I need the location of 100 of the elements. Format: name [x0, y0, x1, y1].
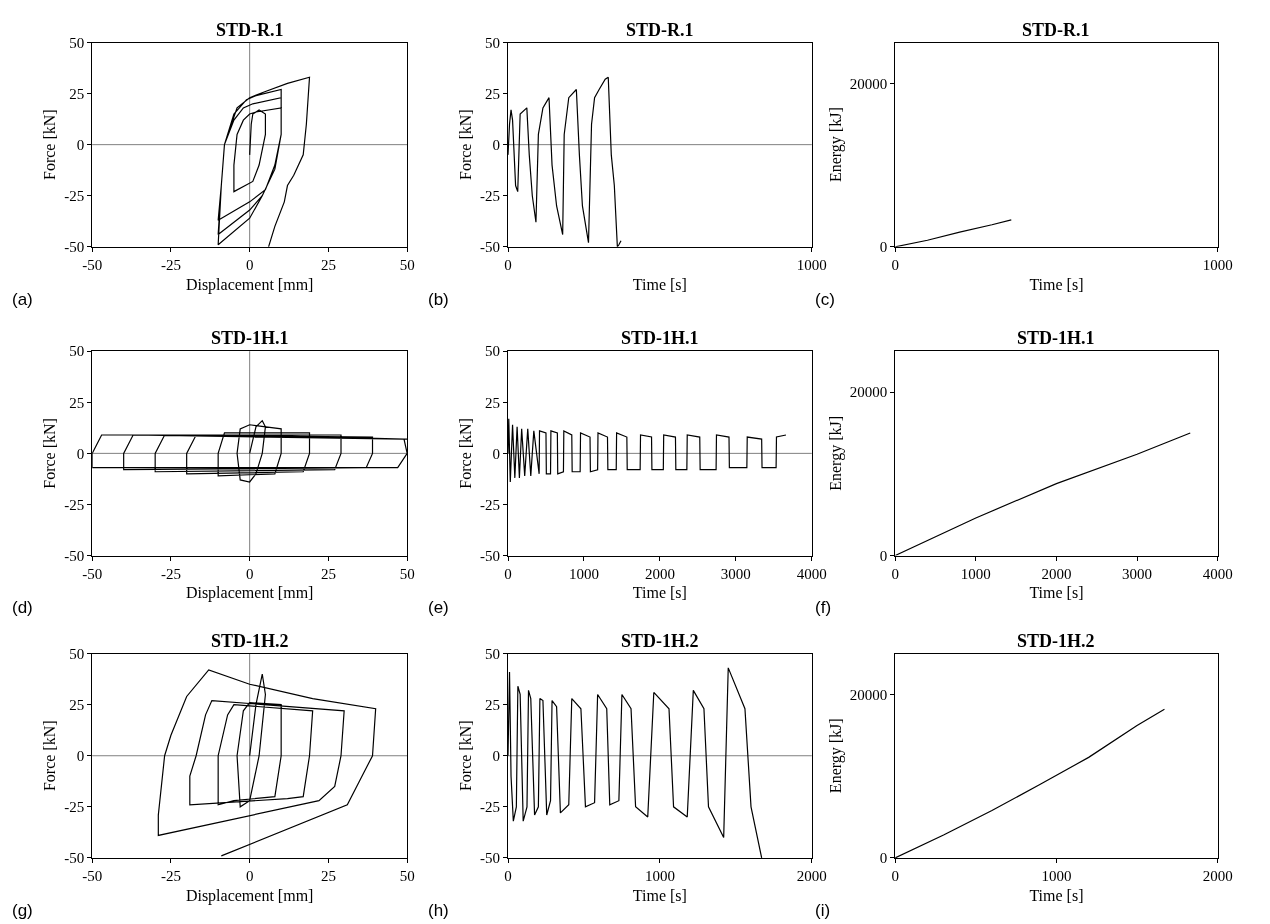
- y-axis-title: Force [kN]: [41, 418, 59, 489]
- x-tick-label: 2000: [1041, 565, 1072, 582]
- y-tick-label: 0: [879, 239, 888, 256]
- y-tick-label: -25: [480, 799, 500, 816]
- chart-title: STD-R.1: [1022, 20, 1090, 40]
- text: (e): [428, 598, 449, 617]
- y-tick-label: 25: [485, 85, 500, 102]
- y-axis-title: Energy [kJ]: [826, 718, 845, 794]
- x-tick-label: 0: [504, 867, 512, 884]
- x-tick-label: 1000: [796, 256, 827, 273]
- x-axis-title: Time [s]: [632, 275, 687, 293]
- y-tick-label: -25: [480, 187, 500, 204]
- y-tick-label: 50: [485, 343, 500, 360]
- y-axis-title: Force [kN]: [456, 720, 474, 792]
- x-axis-title: Displacement [mm]: [185, 886, 314, 905]
- y-tick-label: 0: [879, 850, 888, 867]
- x-tick-label: 25: [320, 867, 336, 884]
- x-tick-label: 1000: [1041, 867, 1072, 884]
- x-tick-label: 1000: [960, 565, 991, 582]
- text: (f): [815, 598, 832, 617]
- text: (d): [12, 598, 33, 617]
- text: (b): [428, 290, 449, 309]
- y-axis-title: Force [kN]: [456, 109, 474, 180]
- x-tick-label: -25: [160, 565, 181, 582]
- y-axis-title: Force [kN]: [41, 720, 59, 792]
- x-tick-label: 0: [891, 565, 899, 582]
- y-tick-label: -50: [480, 547, 500, 564]
- y-axis-title: Energy [kJ]: [826, 415, 845, 491]
- text: (i): [815, 901, 831, 920]
- x-tick-label: 0: [891, 256, 899, 273]
- x-tick-label: 50: [399, 565, 415, 582]
- y-tick-label: 0: [492, 445, 500, 462]
- x-tick-label: 25: [320, 565, 336, 582]
- x-tick-label: 4000: [1202, 565, 1233, 582]
- y-tick-label: 25: [69, 696, 85, 713]
- y-tick-label: 25: [69, 394, 85, 411]
- y-tick-label: 50: [69, 645, 85, 662]
- y-tick-label: 20000: [849, 686, 888, 703]
- y-axis-title: Force [kN]: [456, 418, 474, 489]
- x-tick-label: 0: [245, 256, 254, 273]
- x-tick-label: 0: [245, 565, 254, 582]
- y-tick-label: 50: [69, 34, 85, 51]
- y-tick-label: 0: [76, 136, 85, 153]
- y-tick-label: -25: [64, 496, 85, 513]
- y-tick-label: -50: [64, 239, 85, 256]
- y-tick-label: 25: [485, 696, 500, 713]
- x-tick-label: 0: [891, 867, 899, 884]
- text: (a): [12, 290, 33, 309]
- y-tick-label: -50: [64, 850, 85, 867]
- text: (g): [12, 901, 33, 920]
- x-tick-label: -25: [160, 256, 181, 273]
- chart-title: STD-1H.1: [211, 328, 289, 348]
- y-tick-label: 50: [485, 34, 500, 51]
- chart-title: STD-1H.1: [621, 328, 699, 348]
- chart-title: STD-1H.2: [1017, 631, 1095, 651]
- chart-title: STD-1H.2: [621, 631, 699, 651]
- x-axis-title: Displacement [mm]: [185, 275, 314, 294]
- y-tick-label: 20000: [849, 384, 888, 401]
- x-tick-label: 3000: [1122, 565, 1153, 582]
- x-tick-label: 50: [399, 867, 415, 884]
- x-tick-label: 4000: [796, 565, 827, 582]
- text: (h): [428, 901, 449, 920]
- x-tick-label: 2000: [644, 565, 675, 582]
- y-tick-label: -50: [64, 547, 85, 564]
- x-axis-title: Time [s]: [1029, 584, 1084, 602]
- y-tick-label: 0: [492, 747, 500, 764]
- chart-title: STD-R.1: [216, 20, 284, 40]
- x-tick-label: 3000: [720, 565, 751, 582]
- y-tick-label: 0: [879, 547, 888, 564]
- y-tick-label: 25: [69, 85, 85, 102]
- x-tick-label: 1000: [568, 565, 599, 582]
- y-tick-label: 0: [492, 136, 500, 153]
- x-tick-label: 2000: [796, 867, 827, 884]
- x-tick-label: 1000: [1202, 256, 1233, 273]
- y-tick-label: -25: [480, 496, 500, 513]
- x-tick-label: 2000: [1202, 867, 1233, 884]
- x-tick-label: 25: [320, 256, 336, 273]
- x-axis-title: Time [s]: [632, 584, 687, 602]
- x-axis-title: Time [s]: [1029, 275, 1084, 293]
- y-tick-label: -50: [480, 239, 500, 256]
- x-tick-label: -25: [160, 867, 181, 884]
- x-axis-title: Displacement [mm]: [185, 584, 314, 603]
- x-tick-label: 1000: [644, 867, 675, 884]
- y-axis-title: Energy [kJ]: [826, 107, 845, 183]
- text: (c): [815, 290, 835, 309]
- y-tick-label: -25: [64, 187, 85, 204]
- y-tick-label: -50: [480, 850, 500, 867]
- y-tick-label: 0: [76, 445, 85, 462]
- x-tick-label: 0: [245, 867, 254, 884]
- y-tick-label: 50: [485, 645, 500, 662]
- y-tick-label: 50: [69, 343, 85, 360]
- chart-title: STD-1H.2: [211, 631, 289, 651]
- x-tick-label: 50: [399, 256, 415, 273]
- line-series: [157, 669, 377, 857]
- y-tick-label: 0: [76, 747, 85, 764]
- chart-title: STD-R.1: [626, 20, 694, 40]
- y-tick-label: -25: [64, 799, 85, 816]
- x-tick-label: 0: [504, 256, 512, 273]
- x-axis-title: Time [s]: [1029, 886, 1084, 904]
- y-tick-label: 20000: [849, 75, 888, 92]
